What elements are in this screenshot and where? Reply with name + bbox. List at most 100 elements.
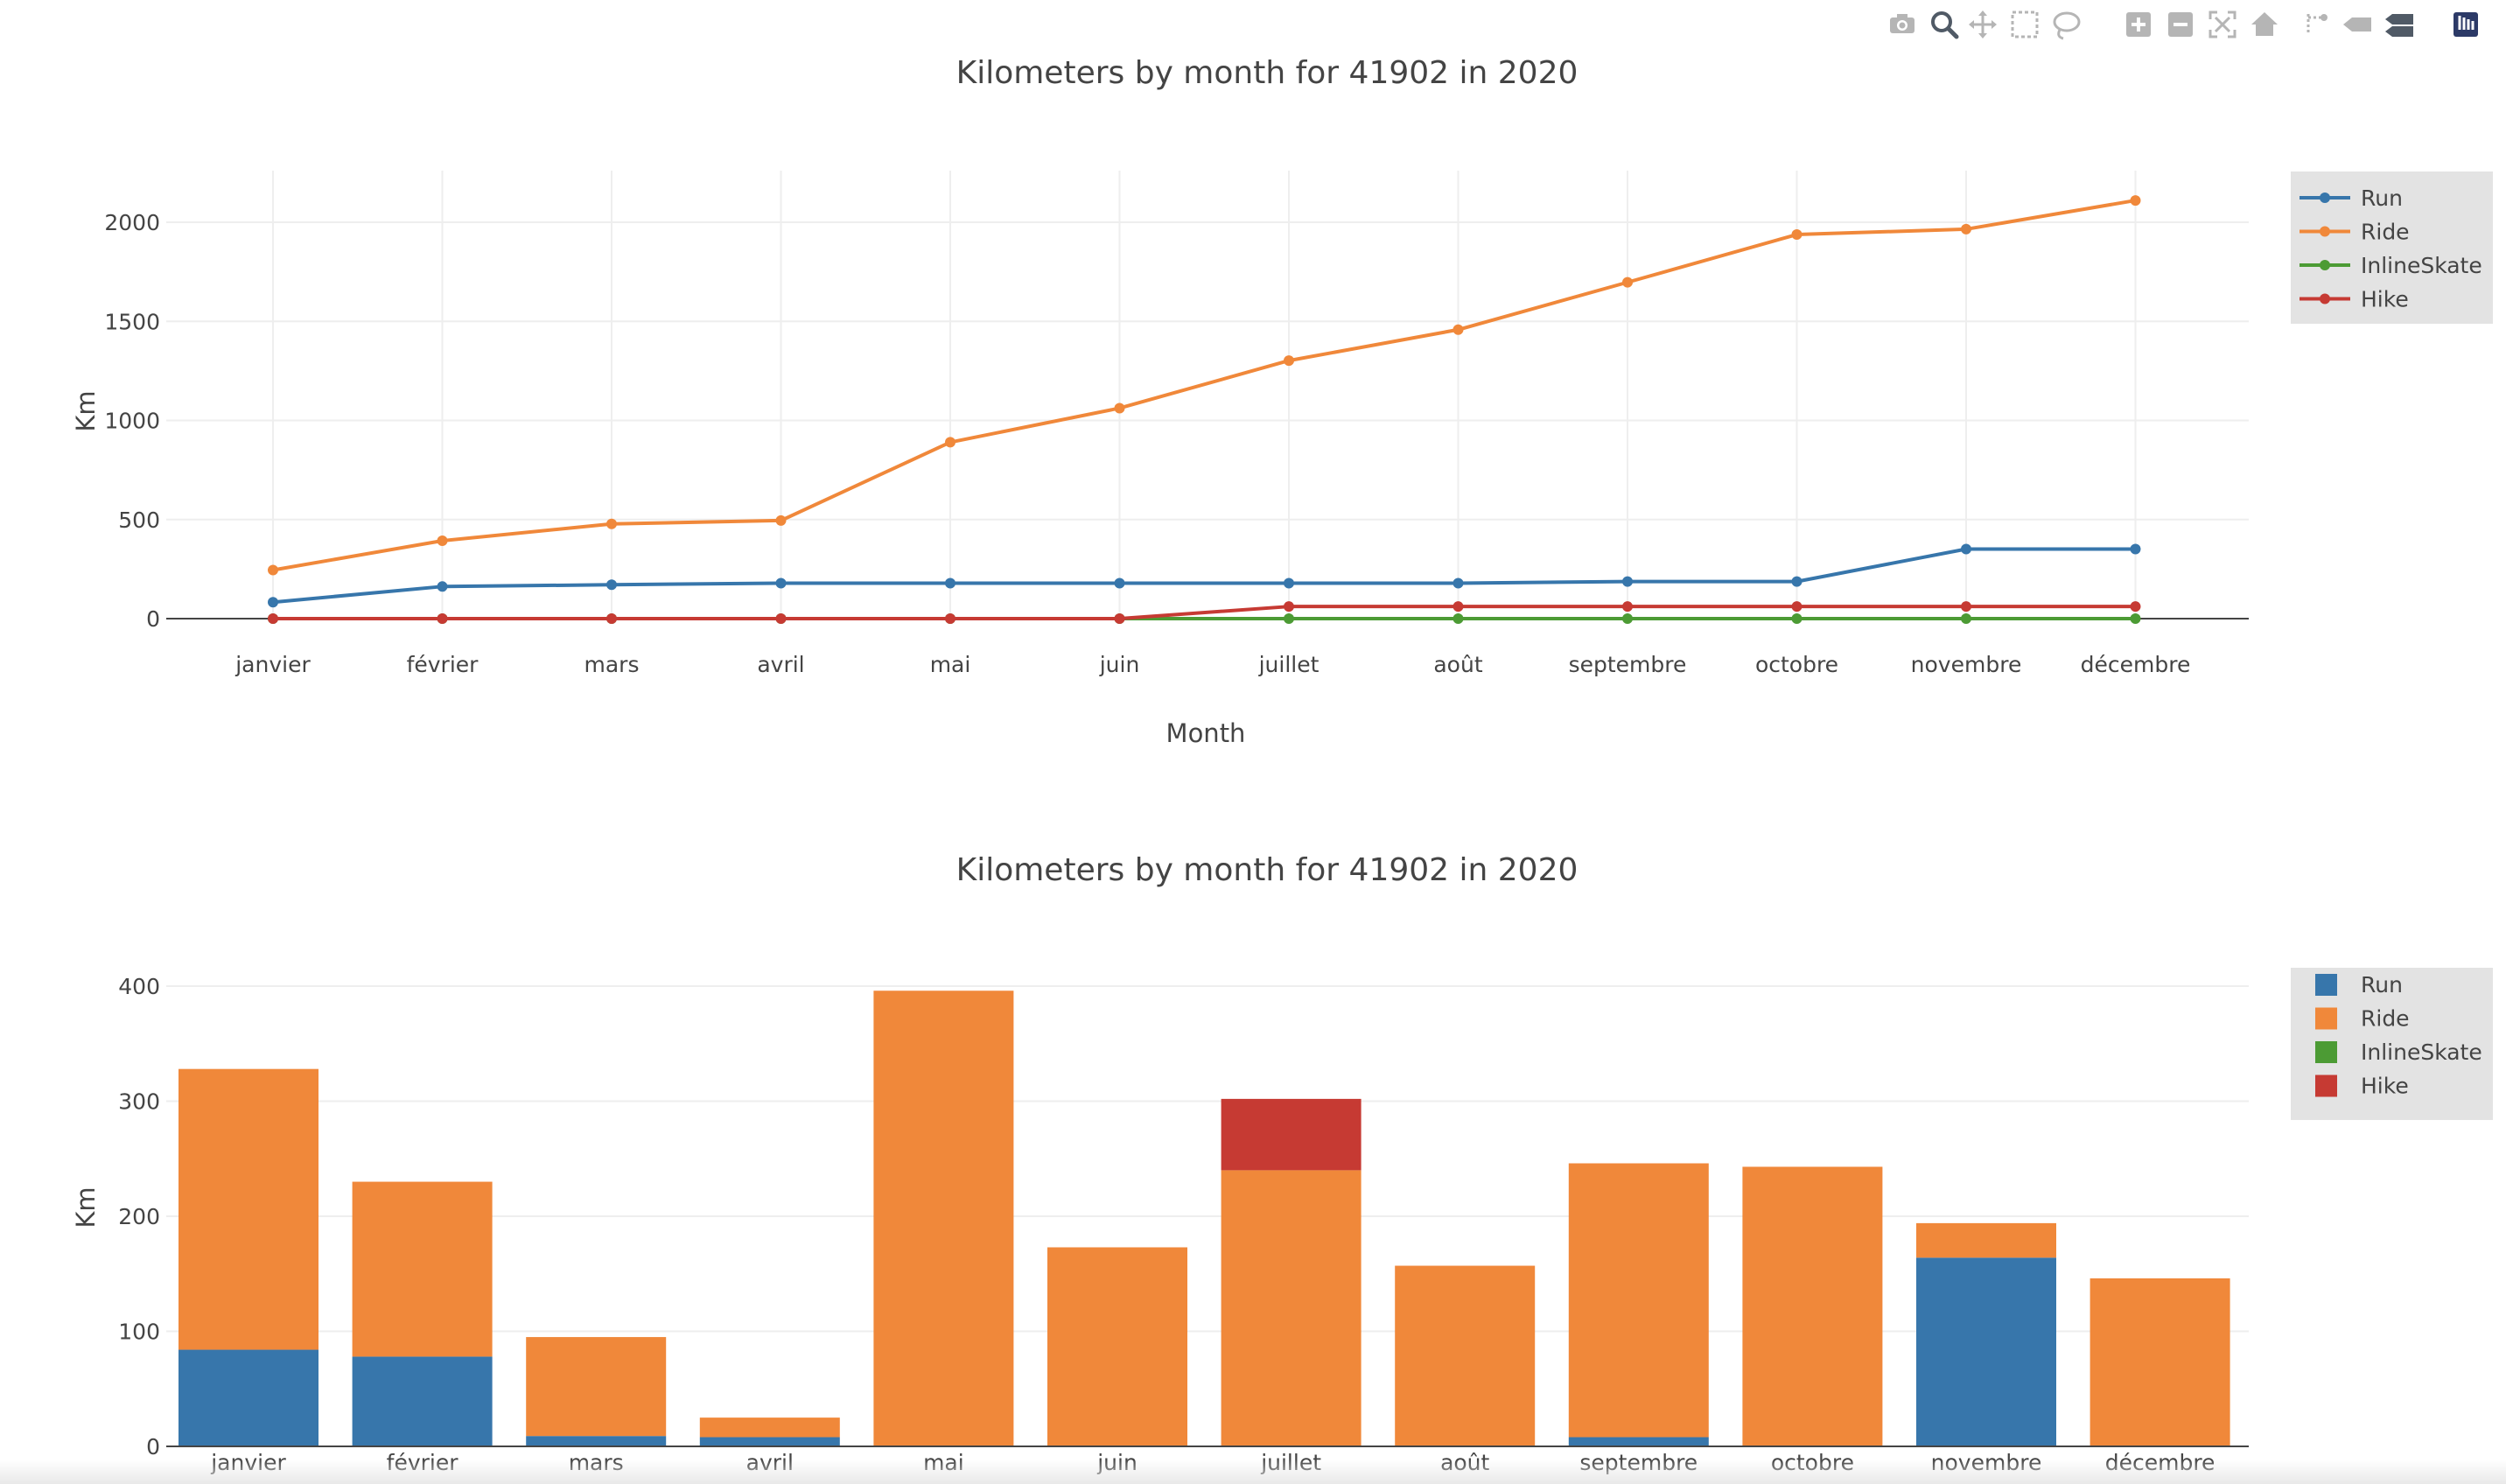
legend-label: InlineSkate	[2361, 253, 2482, 278]
bar-ride-juillet[interactable]	[1221, 1170, 1362, 1446]
bar-chart-legend[interactable]: Run Ride InlineSkate Hike	[2291, 968, 2493, 1120]
bar-run-avril[interactable]	[699, 1437, 840, 1446]
camera-icon[interactable]	[1890, 14, 1914, 33]
data-point-run[interactable]	[1114, 578, 1125, 589]
bar-ride-septembre[interactable]	[1568, 1163, 1709, 1438]
bar-ride-avril[interactable]	[699, 1418, 840, 1438]
data-point-hike[interactable]	[1284, 601, 1294, 612]
legend-swatch	[2315, 1007, 2337, 1030]
bar-ride-octobre[interactable]	[1742, 1166, 1883, 1446]
data-point-run[interactable]	[1961, 543, 1971, 555]
legend-item-inlineskate[interactable]: InlineSkate	[2300, 253, 2482, 278]
modebar-toolbar	[1881, 9, 2494, 44]
data-point-hike[interactable]	[606, 613, 617, 624]
data-point-ride[interactable]	[775, 514, 787, 526]
legend-label: Run	[2361, 972, 2403, 998]
data-point-hike[interactable]	[1961, 601, 1971, 612]
autoscale-icon[interactable]	[2208, 10, 2236, 38]
x-tick-label-decembre: décembre	[2081, 652, 2191, 677]
data-point-inlineskate[interactable]	[1791, 613, 1802, 624]
line-chart-legend[interactable]: Run Ride InlineSkate Hike	[2291, 172, 2493, 324]
data-point-hike[interactable]	[1622, 601, 1633, 612]
data-point-run[interactable]	[1791, 576, 1802, 587]
bar-ride-aout[interactable]	[1395, 1265, 1536, 1446]
bar-run-novembre[interactable]	[1916, 1257, 2056, 1446]
bar-ride-juin[interactable]	[1047, 1247, 1187, 1446]
bar-ride-decembre[interactable]	[2090, 1278, 2230, 1446]
bar-run-septembre[interactable]	[1568, 1437, 1709, 1446]
home-shape	[2251, 12, 2278, 36]
data-point-hike[interactable]	[945, 613, 956, 624]
bar-run-fevrier[interactable]	[352, 1356, 493, 1446]
data-point-run[interactable]	[1622, 576, 1633, 587]
legend-item-ride[interactable]: Ride	[2315, 1006, 2410, 1032]
data-point-inlineskate[interactable]	[1284, 613, 1294, 624]
spike-lines-icon[interactable]	[2306, 14, 2328, 35]
data-point-inlineskate[interactable]	[1622, 613, 1633, 624]
zoom-lens	[1931, 11, 1952, 32]
data-point-hike[interactable]	[1452, 601, 1464, 612]
data-point-ride[interactable]	[1114, 402, 1125, 414]
legend-item-inlineskate[interactable]: InlineSkate	[2315, 1040, 2482, 1065]
data-point-inlineskate[interactable]	[2130, 613, 2141, 624]
data-point-inlineskate[interactable]	[1452, 613, 1464, 624]
data-point-ride[interactable]	[1791, 229, 1802, 241]
legend-item-ride[interactable]: Ride	[2300, 220, 2410, 245]
data-point-hike[interactable]	[2130, 601, 2141, 612]
zoom-icon[interactable]	[1931, 11, 1959, 39]
data-point-run[interactable]	[2130, 543, 2141, 555]
data-point-ride[interactable]	[2130, 195, 2141, 206]
data-point-run[interactable]	[1452, 578, 1464, 589]
pan-icon[interactable]	[1969, 10, 1997, 38]
data-point-run[interactable]	[1284, 578, 1294, 589]
data-point-hike[interactable]	[268, 613, 278, 624]
data-point-hike[interactable]	[1791, 601, 1802, 612]
legend-label: Run	[2361, 186, 2403, 211]
hover-compare-icon[interactable]	[2385, 14, 2413, 37]
bar-ride-janvier[interactable]	[178, 1068, 318, 1350]
bar-hike-juillet[interactable]	[1221, 1098, 1362, 1171]
legend-item-run[interactable]: Run	[2300, 186, 2403, 211]
data-point-ride[interactable]	[1284, 355, 1294, 367]
hover-compare-tag-2	[2385, 26, 2413, 37]
plotly-logo-icon[interactable]	[2454, 12, 2478, 37]
data-point-hike[interactable]	[775, 613, 787, 624]
bar-ride-mai[interactable]	[873, 990, 1014, 1446]
legend-item-run[interactable]: Run	[2315, 972, 2403, 998]
data-point-run[interactable]	[606, 579, 617, 591]
data-point-run[interactable]	[945, 578, 956, 589]
zoom-in-icon[interactable]	[2126, 12, 2151, 37]
data-point-run[interactable]	[437, 581, 448, 592]
data-point-ride[interactable]	[945, 437, 956, 448]
data-point-ride[interactable]	[437, 535, 448, 546]
data-point-ride[interactable]	[1622, 276, 1633, 288]
lasso-select-icon[interactable]	[2053, 11, 2081, 40]
x-tick-label-avril: avril	[757, 652, 804, 677]
data-point-ride[interactable]	[606, 518, 617, 529]
legend-item-hike[interactable]: Hike	[2315, 1074, 2409, 1099]
data-point-ride[interactable]	[1961, 223, 1971, 234]
box-select-icon[interactable]	[2011, 10, 2039, 38]
bar-ride-mars[interactable]	[526, 1337, 667, 1437]
data-point-ride[interactable]	[268, 564, 278, 576]
hover-closest-icon[interactable]	[2343, 18, 2371, 32]
line-chart-series	[268, 195, 2141, 624]
line-chart-y-axis-title: Km	[71, 390, 101, 431]
reset-axes-icon[interactable]	[2251, 12, 2278, 36]
data-point-run[interactable]	[775, 578, 787, 589]
data-point-hike[interactable]	[437, 613, 448, 624]
data-point-run[interactable]	[268, 597, 278, 608]
bar-run-janvier[interactable]	[178, 1349, 318, 1446]
data-point-hike[interactable]	[1114, 613, 1125, 624]
bar-run-mars[interactable]	[526, 1436, 667, 1446]
bar-series-run	[178, 1257, 2056, 1446]
zoom-out-icon[interactable]	[2168, 12, 2193, 37]
data-point-ride[interactable]	[1452, 324, 1464, 335]
data-point-inlineskate[interactable]	[1961, 613, 1971, 624]
legend-swatch	[2315, 1041, 2337, 1063]
y-tick-label: 100	[118, 1320, 160, 1345]
bar-ride-novembre[interactable]	[1916, 1222, 2056, 1258]
legend-item-hike[interactable]: Hike	[2300, 287, 2409, 312]
bar-ride-fevrier[interactable]	[352, 1181, 493, 1357]
